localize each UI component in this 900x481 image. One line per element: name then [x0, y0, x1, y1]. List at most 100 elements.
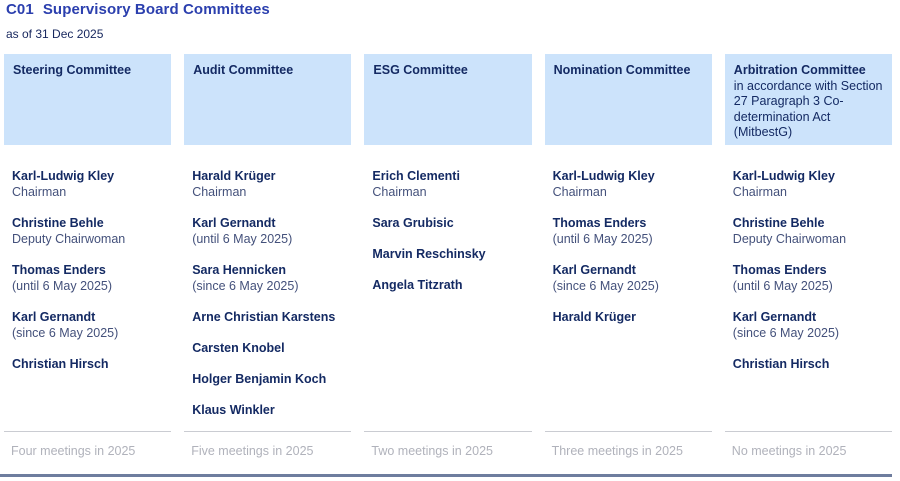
committee-column: Nomination Committee Karl-Ludwig Kley Chai…: [544, 54, 712, 433]
member-entry: Karl-Ludwig Kley Chairman: [733, 168, 890, 200]
member-name: Karl Gernandt: [12, 310, 96, 324]
member-entry: Sara Grubisic: [372, 215, 529, 231]
member-role: (since 6 May 2025): [192, 279, 299, 293]
meeting-count-cell: Four meetings in 2025: [4, 431, 172, 458]
member-name: Harald Krüger: [192, 169, 276, 183]
committee-header-box: Nomination Committee: [544, 54, 712, 145]
member-role: Chairman: [732, 185, 787, 199]
member-name: Karl-Ludwig Kley: [12, 169, 115, 183]
figure-title-text: Supervisory Board Committees: [42, 1, 270, 18]
figure-title: C01 Supervisory Board Committees: [6, 1, 270, 18]
member-entry: Karl Gernandt (since 6 May 2025): [733, 309, 890, 341]
meeting-count-cell: Five meetings in 2025: [184, 431, 352, 458]
bottom-rule: [0, 474, 892, 477]
member-name: Christine Behle: [732, 216, 825, 230]
member-role: (since 6 May 2025): [732, 326, 840, 340]
member-name: Christian Hirsch: [732, 357, 830, 371]
committee-note: in accordance with Section 27 Paragraph …: [733, 78, 883, 140]
committee-column: Steering Committee Karl-Ludwig Kley Chairm…: [4, 54, 172, 433]
meeting-count-text: Two meetings in 2025: [371, 444, 493, 458]
member-name: Karl Gernandt: [732, 310, 817, 324]
figure-subtitle: as of 31 Dec 2025: [6, 27, 104, 41]
member-role: Chairman: [372, 185, 427, 199]
member-name: Carsten Knobel: [192, 341, 285, 355]
member-role: Chairman: [192, 185, 247, 199]
meeting-count-text: Four meetings in 2025: [11, 444, 136, 458]
member-entry: Karl-Ludwig Kley Chairman: [553, 168, 710, 200]
member-list: Karl-Ludwig Kley Chairman Christine Behle D…: [4, 168, 171, 372]
member-entry: Karl Gernandt (until 6 May 2025): [192, 215, 349, 247]
member-name: Thomas Enders: [12, 263, 106, 277]
meeting-count-cell: Three meetings in 2025: [544, 431, 712, 458]
member-list: Erich Clementi Chairman Sara Grubisic Marvi…: [364, 168, 531, 293]
member-name: Klaus Winkler: [192, 403, 275, 417]
member-name: Thomas Enders: [552, 216, 647, 230]
meeting-count-text: Three meetings in 2025: [551, 444, 683, 458]
member-role: (until 6 May 2025): [732, 279, 833, 293]
member-name: Marvin Reschinsky: [372, 247, 486, 261]
member-entry: Carsten Knobel: [192, 340, 349, 356]
member-entry: Harald Krüger Chairman: [192, 168, 349, 200]
member-entry: Karl Gernandt (since 6 May 2025): [12, 309, 169, 341]
member-entry: Karl-Ludwig Kley Chairman: [12, 168, 169, 200]
member-entry: Christian Hirsch: [12, 356, 169, 372]
figure-code: C01: [6, 1, 34, 18]
member-name: Sara Hennicken: [192, 263, 286, 277]
member-name: Thomas Enders: [732, 263, 827, 277]
member-role: Deputy Chairwoman: [732, 232, 847, 246]
member-entry: Arne Christian Karstens: [192, 309, 349, 325]
committee-name: Arbitration Committee: [733, 63, 866, 77]
committee-column: ESG Committee Erich Clementi Chairman Sara …: [364, 54, 532, 433]
committee-name: Steering Committee: [13, 63, 132, 77]
committee-column: Audit Committee Harald Krüger Chairman Karl…: [184, 54, 352, 433]
member-entry: Christian Hirsch: [733, 356, 890, 372]
meeting-count-text: No meetings in 2025: [731, 444, 847, 458]
member-name: Harald Krüger: [552, 310, 636, 324]
member-role: (until 6 May 2025): [12, 279, 113, 293]
committee-header-box: Steering Committee: [4, 54, 172, 145]
member-name: Arne Christian Karstens: [192, 310, 336, 324]
member-role: (until 6 May 2025): [552, 232, 653, 246]
meeting-count-text: Five meetings in 2025: [191, 444, 314, 458]
committee-name: Nomination Committee: [553, 63, 691, 77]
member-entry: Sara Hennicken (since 6 May 2025): [192, 262, 349, 294]
committee-name: Audit Committee: [193, 63, 294, 77]
member-entry: Christine Behle Deputy Chairwoman: [12, 215, 169, 247]
member-entry: Holger Benjamin Koch: [192, 371, 349, 387]
member-name: Christian Hirsch: [12, 357, 109, 371]
member-name: Karl-Ludwig Kley: [552, 169, 655, 183]
member-entry: Marvin Reschinsky: [372, 246, 529, 262]
committee-header-box: ESG Committee: [364, 54, 532, 145]
member-entry: Harald Krüger: [553, 309, 710, 325]
committee-columns: Steering Committee Karl-Ludwig Kley Chairm…: [4, 54, 892, 433]
committee-column: Arbitration Committee in accordance with …: [724, 54, 892, 433]
member-role: Chairman: [12, 185, 67, 199]
meeting-count-cell: Two meetings in 2025: [364, 431, 532, 458]
member-entry: Thomas Enders (until 6 May 2025): [12, 262, 169, 294]
member-name: Karl Gernandt: [552, 263, 636, 277]
meeting-count-footers: Four meetings in 2025 Five meetings in 20…: [4, 431, 892, 458]
member-list: Karl-Ludwig Kley Chairman Thomas Enders (un…: [545, 168, 712, 325]
committee-header-box: Audit Committee: [184, 54, 352, 145]
member-entry: Erich Clementi Chairman: [372, 168, 529, 200]
member-name: Christine Behle: [12, 216, 104, 230]
member-entry: Thomas Enders (until 6 May 2025): [733, 262, 890, 294]
member-role: (until 6 May 2025): [192, 232, 293, 246]
member-name: Holger Benjamin Koch: [192, 372, 327, 386]
meeting-count-cell: No meetings in 2025: [724, 431, 892, 458]
member-entry: Thomas Enders (until 6 May 2025): [553, 215, 710, 247]
member-role: (since 6 May 2025): [12, 326, 119, 340]
member-role: Deputy Chairwoman: [12, 232, 126, 246]
committee-header-box: Arbitration Committee in accordance with …: [724, 54, 892, 145]
member-list: Karl-Ludwig Kley Chairman Christine Behle D…: [725, 168, 892, 372]
member-list: Harald Krüger Chairman Karl Gernandt (until…: [184, 168, 351, 418]
member-name: Karl Gernandt: [192, 216, 276, 230]
member-name: Karl-Ludwig Kley: [732, 169, 835, 183]
member-name: Angela Titzrath: [372, 278, 463, 292]
member-role: (since 6 May 2025): [552, 279, 659, 293]
member-entry: Christine Behle Deputy Chairwoman: [733, 215, 890, 247]
committee-name: ESG Committee: [373, 63, 468, 77]
member-role: Chairman: [552, 185, 607, 199]
member-name: Sara Grubisic: [372, 216, 454, 230]
